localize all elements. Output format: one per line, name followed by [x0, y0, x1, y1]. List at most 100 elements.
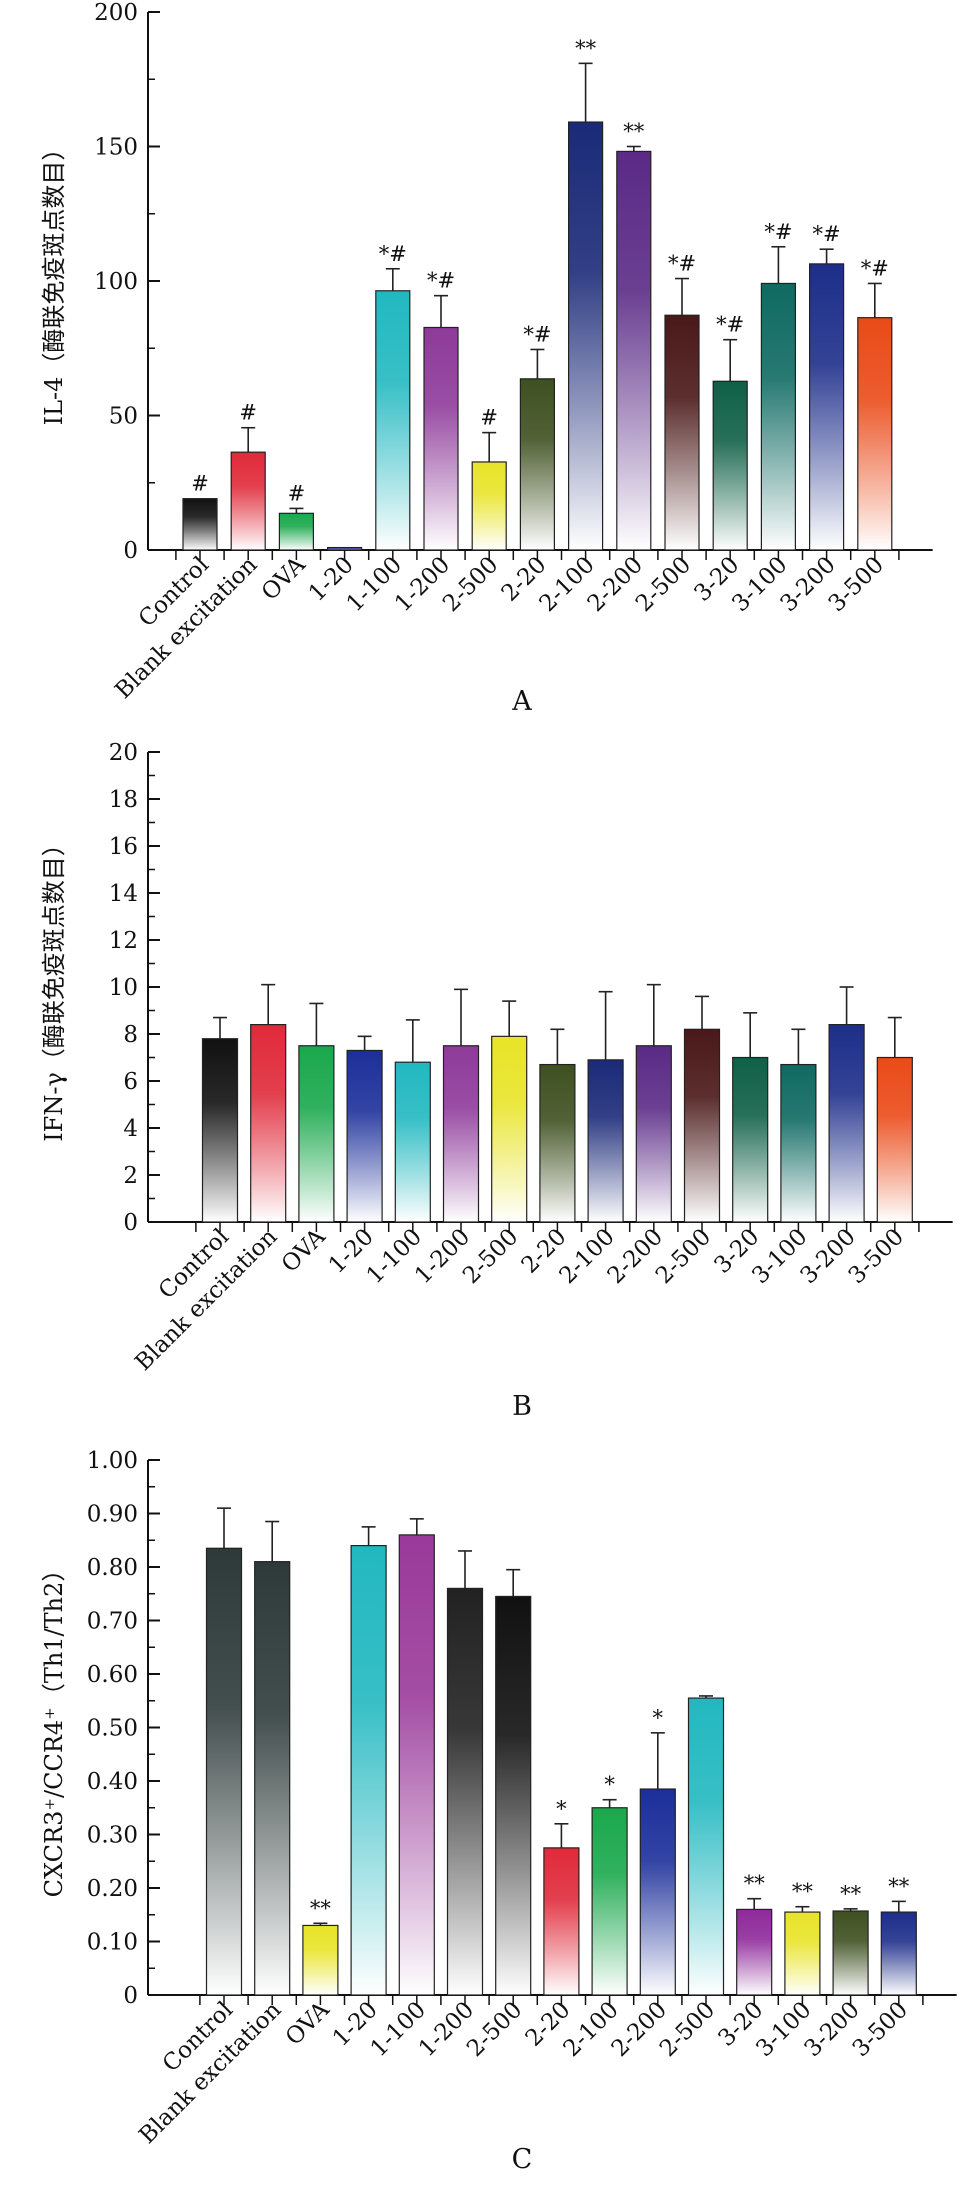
- x-tick-label: OVA: [277, 1224, 331, 1278]
- significance-label: #: [239, 401, 257, 425]
- y-tick-label: 1.00: [87, 1448, 138, 1474]
- chart-panel-a: 050100150200IL-4（酶联免疫斑点数目）#Control#Blank…: [40, 0, 933, 717]
- y-tick-label: 18: [109, 787, 138, 813]
- y-axis-label: IL-4（酶联免疫斑点数目）: [40, 137, 68, 426]
- significance-label: #: [191, 472, 209, 496]
- panel-label: C: [512, 2144, 533, 2175]
- bar: [423, 326, 459, 551]
- y-tick-label: 150: [94, 135, 138, 161]
- y-tick-label: 0.90: [87, 1502, 138, 1528]
- significance-label: #: [480, 406, 498, 430]
- bar: [302, 1924, 339, 1996]
- bar: [346, 1049, 383, 1223]
- y-tick-label: 0: [123, 1983, 138, 2009]
- bar: [298, 1045, 335, 1223]
- y-tick-label: 0: [123, 1210, 138, 1236]
- y-tick-label: 0.10: [87, 1930, 138, 1956]
- bar: [639, 1788, 676, 1996]
- bar: [350, 1544, 387, 1996]
- y-tick-label: 10: [109, 975, 138, 1001]
- bar: [491, 1035, 528, 1223]
- bar: [664, 314, 700, 551]
- x-tick-label: 2-500: [458, 1224, 523, 1289]
- bar: [732, 1056, 769, 1223]
- y-tick-label: 16: [109, 834, 138, 860]
- bar: [394, 1061, 431, 1223]
- y-tick-label: 200: [94, 0, 138, 26]
- x-tick-label: 2-500: [651, 1224, 716, 1289]
- significance-label: *: [556, 1797, 567, 1821]
- bar: [278, 512, 314, 551]
- significance-label: #: [288, 481, 306, 505]
- bar: [784, 1911, 821, 1996]
- bar: [687, 1697, 725, 1996]
- significance-label: *#: [379, 242, 407, 266]
- bar: [201, 1038, 239, 1223]
- y-tick-label: 12: [109, 928, 138, 954]
- x-tick-label: 3-500: [848, 1997, 913, 2062]
- y-axis-label: CXCR3⁺/CCR4⁺（Th1/Th2）: [40, 1558, 68, 1898]
- significance-label: *#: [668, 252, 696, 276]
- y-tick-label: 0: [123, 538, 138, 564]
- bar: [616, 150, 652, 551]
- significance-label: *: [653, 1706, 664, 1730]
- panel-label: B: [512, 1391, 532, 1422]
- y-tick-label: 50: [109, 404, 138, 430]
- y-tick-label: 100: [94, 269, 138, 295]
- significance-label: **: [792, 1880, 814, 1904]
- bar: [880, 1911, 917, 1996]
- y-tick-label: 20: [109, 740, 138, 766]
- bar: [876, 1056, 913, 1223]
- x-tick-label: OVA: [257, 552, 311, 606]
- bar: [446, 1587, 484, 1996]
- panel-label: A: [511, 686, 532, 717]
- bar: [398, 1534, 435, 1996]
- significance-label: *#: [813, 222, 841, 246]
- y-tick-label: 2: [123, 1163, 138, 1189]
- y-tick-label: 0.20: [87, 1876, 138, 1902]
- bar: [442, 1045, 480, 1223]
- bar: [828, 1023, 865, 1223]
- y-tick-label: 0.50: [87, 1716, 138, 1742]
- bar: [587, 1059, 624, 1223]
- chart-panel-b: 02468101214161820IFN-γ（酶联免疫斑点数目）ControlB…: [40, 740, 953, 1422]
- bar: [808, 263, 845, 551]
- significance-label: *: [604, 1773, 615, 1797]
- y-tick-label: 0.60: [87, 1662, 138, 1688]
- bar: [519, 378, 556, 551]
- bar: [230, 451, 266, 551]
- bar: [539, 1063, 576, 1223]
- x-tick-label: 2-500: [631, 552, 696, 617]
- significance-label: **: [888, 1874, 910, 1898]
- significance-label: **: [840, 1882, 862, 1906]
- bar: [683, 1028, 721, 1223]
- bar: [736, 1908, 773, 1996]
- y-tick-label: 0.70: [87, 1609, 138, 1635]
- x-tick-label: 3-500: [844, 1224, 909, 1289]
- bar: [857, 317, 893, 551]
- bar: [760, 282, 797, 551]
- x-tick-label: 3-500: [824, 552, 889, 617]
- bar: [250, 1023, 287, 1223]
- bar: [254, 1561, 291, 1996]
- bar: [182, 498, 218, 551]
- bar: [543, 1847, 580, 1996]
- y-tick-label: 0.40: [87, 1769, 138, 1795]
- y-axis-label: IFN-γ（酶联免疫斑点数目）: [40, 832, 68, 1142]
- y-tick-label: 6: [123, 1069, 138, 1095]
- bar: [635, 1045, 672, 1223]
- significance-label: *#: [764, 220, 792, 244]
- bar: [832, 1910, 869, 1996]
- x-tick-label: 2-500: [438, 552, 503, 617]
- x-tick-label: 2-500: [655, 1997, 720, 2062]
- x-tick-label: OVA: [281, 1997, 335, 2051]
- y-tick-label: 14: [109, 881, 138, 907]
- y-tick-label: 4: [123, 1116, 138, 1142]
- significance-label: *#: [716, 313, 744, 337]
- significance-label: **: [575, 36, 597, 60]
- chart-panel-c: 0 0.10 0.20 0.30 0.40 0.50 0.60 0.70 0.80 0.90 1.0…: [40, 1448, 957, 2175]
- x-tick-label: 2-500: [462, 1997, 527, 2062]
- bar: [327, 546, 363, 551]
- bar: [567, 121, 604, 551]
- bar: [495, 1595, 532, 1996]
